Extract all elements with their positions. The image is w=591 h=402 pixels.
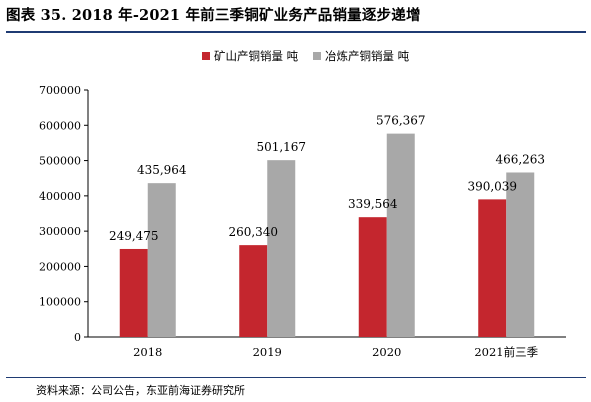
y-tick-label: 600000 — [39, 119, 81, 132]
y-tick-label: 400000 — [39, 190, 81, 203]
bar — [119, 248, 148, 337]
y-tick-label: 700000 — [39, 84, 81, 97]
legend-label: 矿山产铜销量 吨 — [214, 49, 299, 63]
title-rule — [6, 31, 586, 33]
bar — [506, 172, 535, 337]
x-tick-label: 2021前三季 — [474, 345, 538, 359]
data-label: 501,167 — [256, 140, 306, 154]
data-label: 435,964 — [137, 163, 187, 177]
data-label: 390,039 — [467, 179, 517, 193]
y-tick-label: 0 — [74, 331, 81, 344]
legend-label: 冶炼产铜销量 吨 — [325, 49, 410, 63]
figure-title: 图表 35. 2018 年-2021 年前三季铜矿业务产品销量逐步递增 — [6, 7, 421, 24]
x-axis: 2018 2019 2020 2021前三季 — [88, 336, 566, 359]
data-label: 260,340 — [228, 225, 278, 239]
data-label: 339,564 — [348, 197, 398, 211]
data-labels: 249,475 260,340 339,564 390,039 435,964 501,1… — [109, 114, 545, 243]
y-axis: 0 100000 200000 300000 400000 500000 600000 700… — [39, 84, 89, 344]
x-tick-label: 2018 — [133, 345, 162, 359]
data-label: 249,475 — [109, 229, 159, 243]
x-tick-label: 2019 — [253, 345, 282, 359]
bars — [119, 133, 535, 337]
y-tick-label: 200000 — [39, 260, 81, 273]
data-label: 466,263 — [495, 152, 545, 166]
data-label: 576,367 — [376, 114, 426, 128]
bar — [267, 160, 296, 337]
y-tick-label: 300000 — [39, 225, 81, 238]
source-note: 资料来源：公司公告，东亚前海证券研究所 — [36, 384, 245, 397]
bar — [478, 199, 507, 337]
bar — [147, 183, 176, 337]
y-tick-label: 100000 — [39, 296, 81, 309]
bar — [358, 217, 387, 337]
legend: 矿山产铜销量 吨 冶炼产铜销量 吨 — [202, 49, 410, 63]
bar — [386, 133, 415, 337]
legend-swatch — [202, 52, 210, 60]
y-tick-label: 500000 — [39, 155, 81, 168]
legend-swatch — [313, 52, 321, 60]
bar — [239, 245, 268, 337]
x-tick-label: 2020 — [372, 345, 401, 359]
source-rule — [6, 377, 586, 378]
